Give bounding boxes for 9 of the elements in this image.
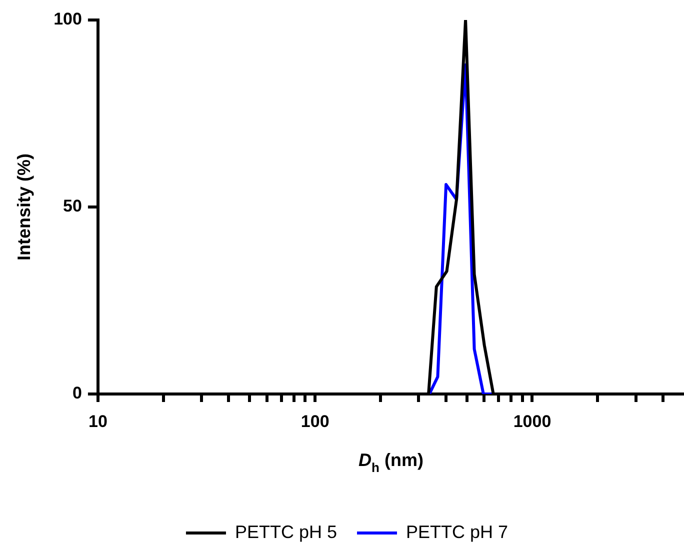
- legend-label: PETTC pH 7: [406, 522, 508, 542]
- y-tick-label: 0: [72, 384, 82, 403]
- y-tick-label: 50: [63, 196, 82, 216]
- x-tick-label: 100: [300, 412, 330, 431]
- y-tick-label: 100: [54, 10, 82, 29]
- x-tick-label: 1000: [513, 412, 552, 431]
- y-axis-title: Intensity (%): [14, 153, 34, 261]
- x-tick-label: 10: [88, 412, 108, 431]
- legend-label: PETTC pH 5: [234, 522, 338, 542]
